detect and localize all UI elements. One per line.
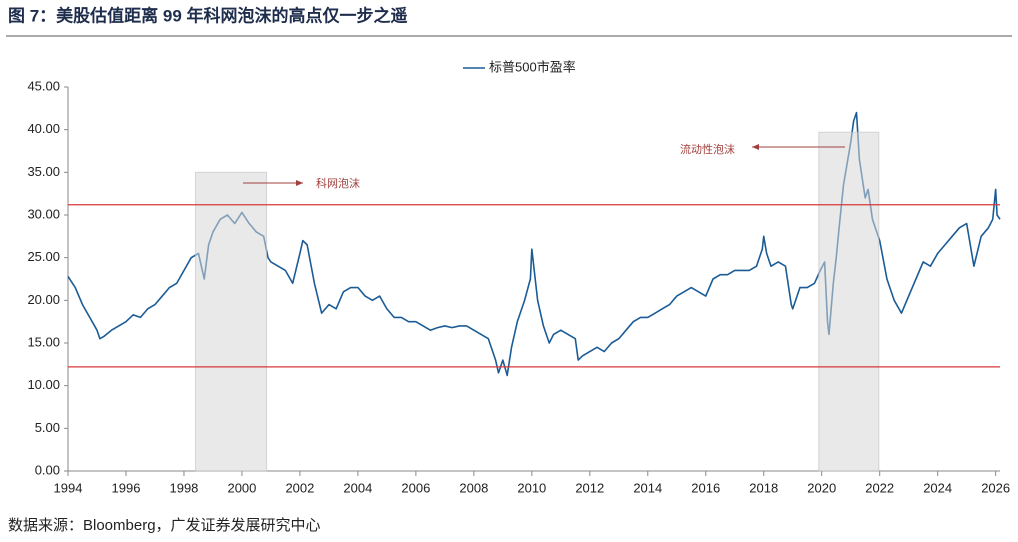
x-tick-label: 2016 (691, 480, 720, 495)
annotation-text: 流动性泡沫 (680, 142, 735, 156)
x-tick-label: 2006 (401, 480, 430, 495)
y-tick-label: 0.00 (35, 462, 60, 477)
x-tick-label: 2008 (459, 480, 488, 495)
x-tick-label: 2012 (575, 480, 604, 495)
x-tick-label: 1998 (169, 480, 198, 495)
shaded-region (818, 131, 880, 472)
x-tick-label: 2022 (865, 480, 894, 495)
x-tick-label: 2000 (227, 480, 256, 495)
y-tick-label: 20.00 (27, 292, 60, 307)
x-tick-label: 2004 (343, 480, 372, 495)
y-tick-label: 25.00 (27, 249, 60, 264)
x-tick-label: 2020 (807, 480, 836, 495)
y-tick-label: 35.00 (27, 164, 60, 179)
y-tick-label: 10.00 (27, 377, 60, 392)
y-tick-label: 30.00 (27, 206, 60, 221)
legend-label: 标普500市盈率 (489, 59, 576, 74)
y-tick-label: 40.00 (27, 121, 60, 136)
x-tick-label: 1994 (54, 480, 83, 495)
x-tick-label: 2014 (633, 480, 662, 495)
x-tick-label: 2024 (923, 480, 952, 495)
x-tick-label: 2018 (749, 480, 778, 495)
y-tick-label: 15.00 (27, 334, 60, 349)
y-tick-label: 5.00 (35, 420, 60, 435)
x-tick-label: 2010 (517, 480, 546, 495)
x-tick-label: 2002 (285, 480, 314, 495)
y-tick-label: 45.00 (27, 78, 60, 93)
x-tick-label: 1996 (112, 480, 141, 495)
annotation-text: 科网泡沫 (316, 176, 360, 190)
source-note: 数据来源：Bloomberg，广发证券发展研究中心 (8, 517, 321, 534)
shaded-region (195, 171, 268, 472)
x-tick-label: 2026 (981, 480, 1010, 495)
chart-title: 图 7：美股估值距离 99 年科网泡沫的高点仅一步之遥 (8, 5, 408, 25)
